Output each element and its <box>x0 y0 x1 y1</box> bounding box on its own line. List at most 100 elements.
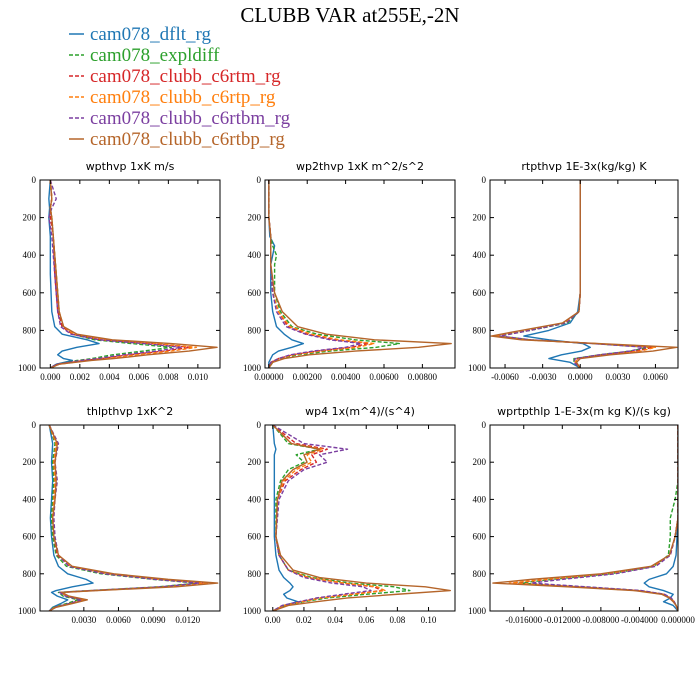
x-tick-label: 0.00200 <box>293 372 323 382</box>
panel-title: wp4 1x(m^4)/(s^4) <box>305 405 415 418</box>
x-tick-label: 0.02 <box>296 615 312 625</box>
legend-label: cam078_clubb_c6rtbp_rg <box>90 129 285 150</box>
y-tick-label: 600 <box>23 532 37 542</box>
y-tick-label: 400 <box>248 250 262 260</box>
x-tick-label: 0.00800 <box>408 372 438 382</box>
series-line <box>268 180 362 368</box>
plot-frame <box>264 424 456 612</box>
series-line <box>530 425 678 611</box>
series-line <box>272 425 383 611</box>
y-tick-label: 0 <box>257 175 262 185</box>
y-tick-label: 600 <box>248 532 262 542</box>
y-tick-label: 0 <box>482 420 487 430</box>
panel-title: wprtpthlp 1-E-3x(m kg K)/(s kg) <box>497 405 671 418</box>
panel-4: thlpthvp 1xK^2 0 200 400 600 800 1000 0.0030 0.0… <box>18 405 221 625</box>
plot-frame <box>489 424 679 612</box>
x-tick-label: 0.08 <box>390 615 406 625</box>
series-line <box>268 180 452 368</box>
series-line <box>272 425 299 611</box>
legend-label: cam078_expldiff <box>90 45 220 66</box>
y-tick-label: 0 <box>32 175 37 185</box>
y-tick-label: 800 <box>23 569 37 579</box>
x-tick-label: 0.006 <box>129 372 150 382</box>
panel-title: rtpthvp 1E-3x(kg/kg) K <box>521 160 647 173</box>
series-group <box>492 425 678 611</box>
y-tick-label: 1000 <box>243 606 262 616</box>
x-tick-label: 0.06 <box>358 615 374 625</box>
x-tick-label: 0.00600 <box>369 372 399 382</box>
y-tick-label: 600 <box>23 288 37 298</box>
y-tick-label: 600 <box>473 532 487 542</box>
y-tick-label: 200 <box>248 213 262 223</box>
x-tick-label: 0.0090 <box>141 615 166 625</box>
x-tick-label: 0.0060 <box>106 615 131 625</box>
series-line <box>268 180 376 368</box>
figure-title: CLUBB VAR at255E,-2N <box>240 3 459 27</box>
series-line <box>508 425 678 611</box>
y-tick-label: 200 <box>248 457 262 467</box>
y-tick-label: 400 <box>248 494 262 504</box>
y-tick-label: 1000 <box>18 363 37 373</box>
x-tick-label: 0.004 <box>99 372 120 382</box>
series-line <box>643 425 678 611</box>
x-tick-label: 0.00 <box>265 615 281 625</box>
y-tick-label: 800 <box>248 325 262 335</box>
series-group <box>272 425 452 611</box>
y-tick-label: 200 <box>23 457 37 467</box>
y-tick-label: 200 <box>473 213 487 223</box>
y-tick-label: 400 <box>23 494 37 504</box>
x-tick-label: 0.0000 <box>568 372 593 382</box>
x-tick-label: -0.0030 <box>529 372 557 382</box>
x-tick-label: 0.00000 <box>254 372 284 382</box>
series-line <box>272 425 372 611</box>
series-group <box>268 180 452 368</box>
panel-title: thlpthvp 1xK^2 <box>87 405 174 418</box>
y-tick-label: 800 <box>248 569 262 579</box>
series-line <box>490 180 678 368</box>
series-line <box>49 180 218 368</box>
plot-frame <box>39 424 221 612</box>
x-tick-label: 0.000 <box>40 372 61 382</box>
y-tick-label: 0 <box>32 420 37 430</box>
y-tick-label: 200 <box>473 457 487 467</box>
y-tick-label: 1000 <box>468 363 487 373</box>
panel-title: wp2thvp 1xK m^2/s^2 <box>296 160 424 173</box>
x-tick-label: -0.0060 <box>491 372 519 382</box>
series-line <box>268 180 401 368</box>
y-tick-label: 600 <box>248 288 262 298</box>
x-tick-label: -0.004000 <box>621 615 658 625</box>
x-tick-label: 0.0030 <box>605 372 630 382</box>
x-tick-label: 0.000000 <box>661 615 695 625</box>
y-tick-label: 0 <box>257 420 262 430</box>
series-line <box>268 180 305 368</box>
series-line <box>48 425 219 611</box>
series-line <box>492 425 678 611</box>
panel-3: rtpthvp 1E-3x(kg/kg) K02004006008001000-… <box>468 160 679 382</box>
legend-label: cam078_clubb_c6rtp_rg <box>90 87 276 108</box>
series-line <box>272 425 452 611</box>
x-tick-label: 0.0120 <box>175 615 200 625</box>
y-tick-label: 800 <box>473 569 487 579</box>
x-tick-label: 0.0030 <box>71 615 96 625</box>
y-tick-label: 400 <box>473 494 487 504</box>
series-line <box>48 425 200 611</box>
y-tick-label: 600 <box>473 288 487 298</box>
legend-label: cam078_clubb_c6rtbm_rg <box>90 108 291 129</box>
y-tick-label: 800 <box>23 325 37 335</box>
x-tick-label: 0.10 <box>421 615 437 625</box>
y-tick-label: 1000 <box>18 606 37 616</box>
series-line <box>48 425 94 611</box>
plot-frame <box>39 179 221 369</box>
y-tick-label: 1000 <box>243 363 262 373</box>
legend-label: cam078_dflt_rg <box>90 24 212 45</box>
x-tick-label: 0.002 <box>70 372 90 382</box>
x-tick-label: 0.04 <box>327 615 343 625</box>
y-tick-label: 400 <box>473 250 487 260</box>
x-tick-label: 0.008 <box>158 372 179 382</box>
x-tick-label: 0.010 <box>188 372 209 382</box>
